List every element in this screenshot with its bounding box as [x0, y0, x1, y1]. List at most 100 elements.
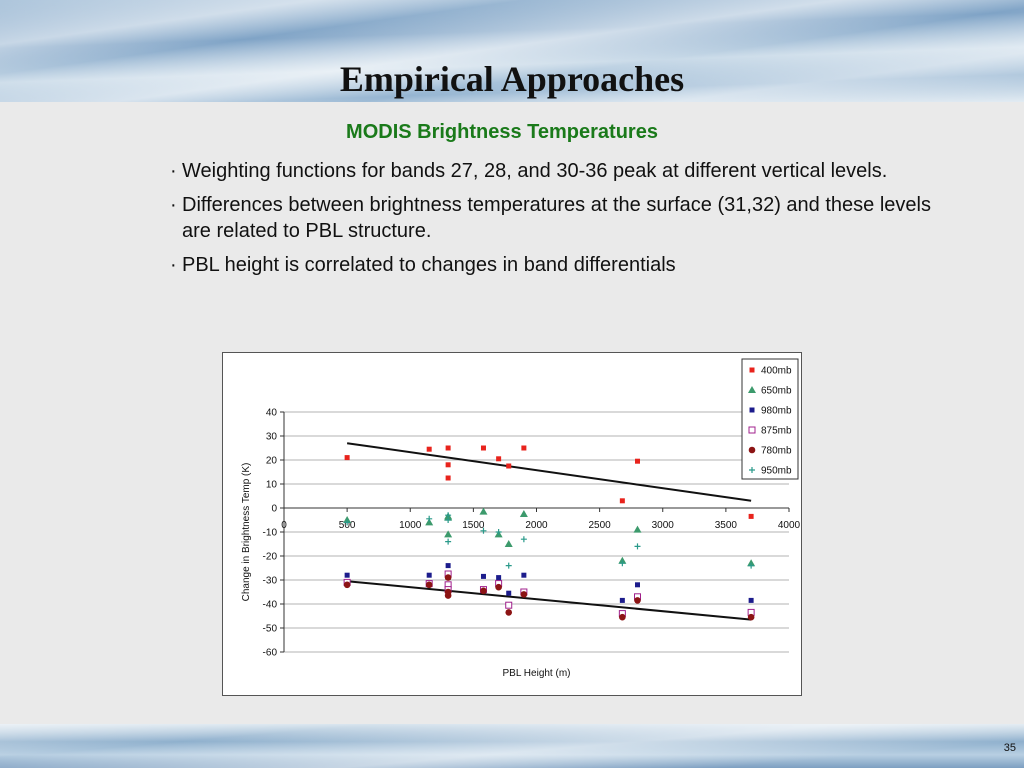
- y-tick-label: 40: [266, 408, 278, 419]
- x-axis-label: PBL Height (m): [503, 668, 571, 679]
- y-tick-label: -40: [263, 600, 278, 611]
- legend-marker: [748, 386, 756, 393]
- bullet-item: · Differences between brightness tempera…: [170, 192, 940, 244]
- y-tick-label: -10: [263, 528, 278, 539]
- data-point: [426, 572, 432, 578]
- data-point: [747, 613, 755, 621]
- legend-marker: [749, 407, 755, 413]
- x-tick-label: 500: [339, 520, 356, 531]
- data-point: [444, 592, 452, 599]
- data-point: [505, 601, 513, 609]
- y-tick-label: 10: [266, 480, 278, 491]
- bullet-item: · PBL height is correlated to changes in…: [170, 252, 940, 278]
- legend-marker: [749, 367, 755, 373]
- data-point: [445, 475, 451, 481]
- data-point: [519, 510, 528, 517]
- data-point: [619, 597, 625, 603]
- bottom-banner: [0, 724, 1024, 768]
- x-tick-label: 2500: [589, 520, 612, 531]
- data-point: [635, 582, 640, 588]
- data-point: [425, 581, 433, 589]
- data-point: [445, 563, 451, 569]
- legend-label: 980mb: [761, 406, 792, 417]
- bullet-marker: ·: [170, 194, 177, 216]
- y-tick-label: -20: [263, 552, 278, 563]
- data-point: [748, 597, 754, 603]
- data-point: [445, 462, 451, 468]
- legend-marker: [749, 467, 755, 473]
- data-point: [344, 455, 350, 461]
- x-tick-label: 1000: [399, 520, 422, 531]
- data-point: [425, 518, 434, 526]
- data-point: [748, 513, 754, 519]
- y-tick-label: 30: [266, 432, 278, 443]
- legend-label: 780mb: [761, 446, 792, 457]
- bullet-text: Differences between brightness temperatu…: [182, 194, 931, 242]
- bullet-item: · Weighting functions for bands 27, 28, …: [170, 158, 940, 184]
- bullet-list: · Weighting functions for bands 27, 28, …: [170, 158, 940, 286]
- trend-line: [346, 442, 752, 502]
- data-point: [619, 560, 626, 567]
- data-point: [619, 613, 626, 621]
- data-point: [480, 527, 487, 534]
- top-banner: [0, 0, 1024, 102]
- data-point: [344, 519, 351, 526]
- data-point: [521, 572, 527, 578]
- data-point: [505, 562, 512, 569]
- y-tick-label: -50: [263, 624, 278, 635]
- data-point: [634, 597, 641, 604]
- slide-title: Empirical Approaches: [339, 59, 685, 99]
- x-tick-label: 0: [281, 520, 287, 531]
- legend-label: 950mb: [761, 466, 792, 477]
- data-point: [444, 530, 453, 538]
- data-point: [445, 445, 451, 451]
- y-axis-label: Change in Brightness Temp (K): [241, 463, 252, 602]
- data-point: [445, 512, 452, 519]
- x-tick-label: 1500: [462, 520, 485, 531]
- data-point: [504, 540, 513, 547]
- data-point: [521, 445, 527, 451]
- data-point: [506, 590, 512, 596]
- legend-label: 875mb: [761, 426, 792, 437]
- data-point: [426, 446, 432, 452]
- y-tick-label: -60: [263, 648, 278, 659]
- bullet-text: Weighting functions for bands 27, 28, an…: [182, 160, 888, 182]
- data-point: [520, 536, 527, 543]
- data-point: [505, 609, 513, 616]
- data-point: [520, 591, 528, 598]
- y-tick-label: 0: [271, 504, 277, 515]
- data-point: [495, 529, 502, 535]
- bullet-marker: ·: [170, 160, 177, 182]
- bullet-text: PBL height is correlated to changes in b…: [182, 254, 676, 276]
- data-point: [496, 575, 502, 581]
- legend-label: 650mb: [761, 386, 792, 397]
- data-point: [444, 574, 452, 581]
- trend-line: [347, 580, 752, 621]
- bullet-marker: ·: [170, 254, 177, 276]
- legend-marker: [748, 426, 756, 434]
- y-tick-label: -30: [263, 576, 278, 587]
- data-point: [344, 572, 350, 578]
- legend-box: [741, 358, 799, 480]
- data-point: [619, 498, 625, 504]
- data-point: [495, 583, 502, 591]
- data-point: [633, 525, 642, 533]
- page-number: 35: [1003, 742, 1016, 754]
- data-point: [496, 456, 502, 462]
- data-point: [480, 573, 486, 579]
- x-tick-label: 3000: [652, 520, 675, 531]
- legend-label: 400mb: [761, 366, 792, 377]
- legend-marker: [748, 446, 756, 454]
- data-point: [479, 507, 488, 515]
- data-point: [506, 463, 512, 469]
- x-tick-label: 3500: [715, 520, 738, 531]
- y-tick-label: 20: [266, 456, 278, 467]
- scatter-chart: 40 30 20 10 0 -10 -20 -30 -40 -50 -60 0 500 1000 1500 2…: [222, 352, 802, 696]
- data-point: [635, 458, 640, 464]
- data-point: [343, 581, 351, 589]
- slide-subtitle: MODIS Brightness Temperatures: [346, 121, 658, 143]
- x-tick-label: 2000: [525, 520, 548, 531]
- x-tick-label: 4000: [778, 520, 801, 531]
- data-point: [480, 445, 486, 451]
